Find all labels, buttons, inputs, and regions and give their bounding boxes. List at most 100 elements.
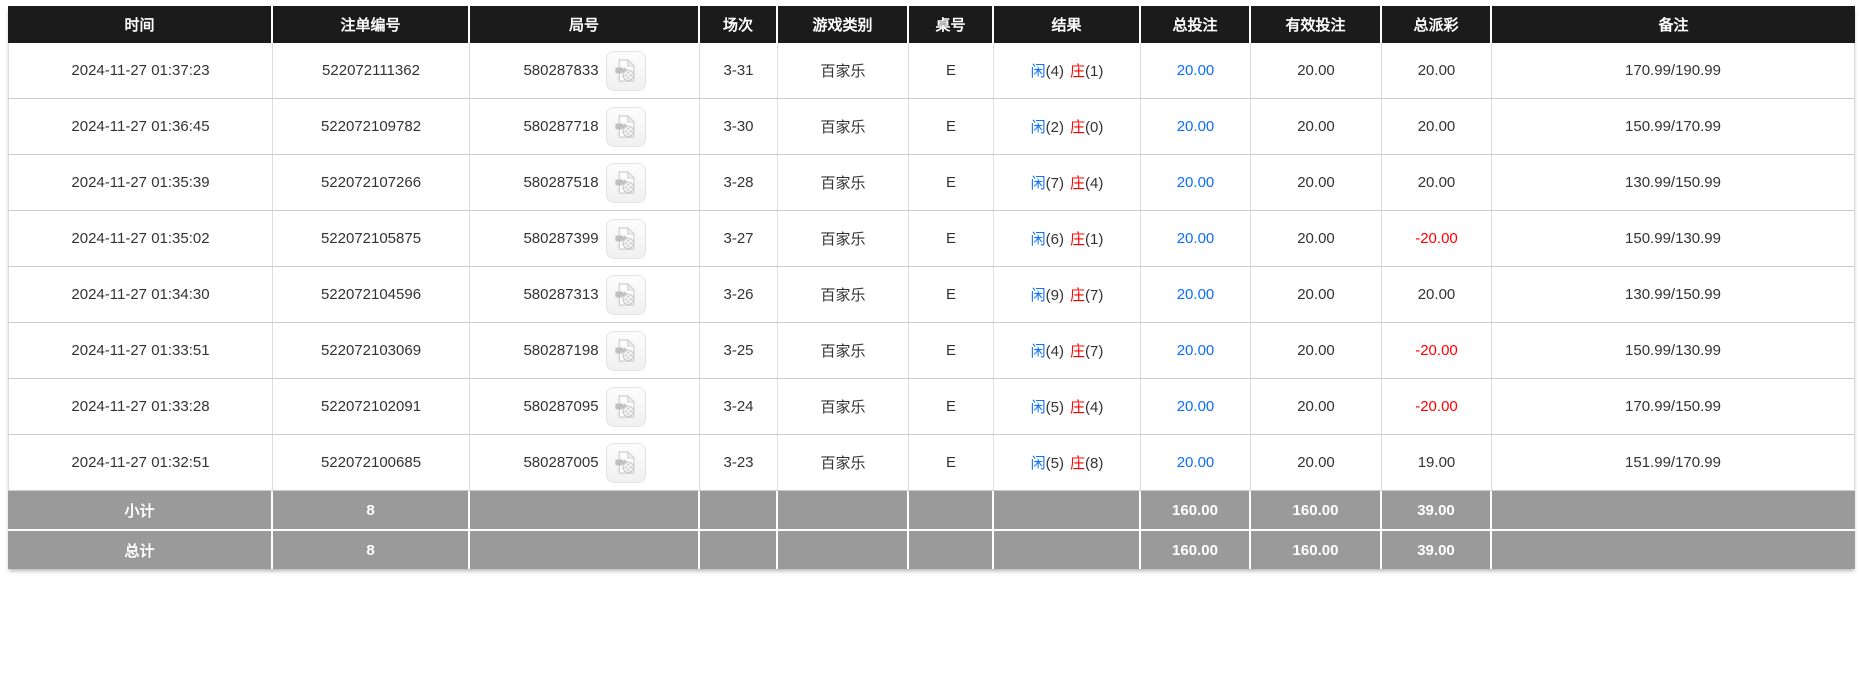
banker-result-score: (4) xyxy=(1085,175,1104,192)
empty-cell xyxy=(994,491,1141,531)
cell-valid-bet: 20.00 xyxy=(1251,267,1382,323)
empty-cell xyxy=(909,531,994,569)
cell-time: 2024-11-27 01:35:39 xyxy=(8,155,273,211)
video-replay-button[interactable] xyxy=(605,274,646,315)
cell-valid-bet: 20.00 xyxy=(1251,323,1382,379)
video-replay-icon xyxy=(615,394,636,418)
video-replay-button[interactable] xyxy=(605,106,646,147)
cell-valid-bet: 20.00 xyxy=(1251,99,1382,155)
player-result-score: (4) xyxy=(1045,343,1064,360)
cell-bet-no: 522072104596 xyxy=(273,267,470,323)
subtotal-row: 小计 8 160.00 160.00 39.00 xyxy=(8,491,1855,531)
video-replay-icon xyxy=(615,226,636,250)
total-bet-link[interactable]: 20.00 xyxy=(1176,398,1215,415)
video-replay-button[interactable] xyxy=(605,330,646,371)
total-bet-link[interactable]: 20.00 xyxy=(1176,454,1215,471)
cell-total-bet: 20.00 xyxy=(1141,323,1251,379)
payout-value: 20.00 xyxy=(1417,286,1456,303)
total-bet-link[interactable]: 20.00 xyxy=(1176,230,1215,247)
cell-bet-no: 522072109782 xyxy=(273,99,470,155)
cell-bet-no: 522072105875 xyxy=(273,211,470,267)
total-bet-link[interactable]: 20.00 xyxy=(1176,62,1215,79)
cell-result: 闲(2) 庄(0) xyxy=(994,99,1141,155)
empty-cell xyxy=(778,531,909,569)
banker-result-label: 庄 xyxy=(1070,399,1086,416)
cell-round-no: 580287718 xyxy=(470,99,700,155)
video-replay-button[interactable] xyxy=(605,442,646,483)
cell-round-no: 580287833 xyxy=(470,43,700,99)
table-row: 2024-11-27 01:36:45 522072109782 5802877… xyxy=(8,99,1855,155)
header-row: 时间 注单编号 局号 场次 游戏类别 桌号 结果 总投注 有效投注 总派彩 备注 xyxy=(8,6,1855,43)
video-replay-button[interactable] xyxy=(605,218,646,259)
video-replay-icon xyxy=(615,58,636,82)
total-bet-link[interactable]: 20.00 xyxy=(1176,174,1215,191)
table-row: 2024-11-27 01:37:23 522072111362 5802878… xyxy=(8,43,1855,99)
cell-table-no: E xyxy=(909,155,994,211)
cell-remark: 130.99/150.99 xyxy=(1492,267,1855,323)
cell-time: 2024-11-27 01:33:28 xyxy=(8,379,273,435)
total-bet-link[interactable]: 20.00 xyxy=(1176,286,1215,303)
subtotal-label: 小计 xyxy=(8,491,273,531)
banker-result-score: (8) xyxy=(1085,455,1104,472)
cell-bet-no: 522072102091 xyxy=(273,379,470,435)
video-replay-icon xyxy=(615,338,636,362)
cell-payout: 19.00 xyxy=(1382,435,1492,491)
cell-round-no: 580287313 xyxy=(470,267,700,323)
round-number: 580287198 xyxy=(523,342,599,359)
player-result-label: 闲 xyxy=(1030,119,1046,136)
banker-result-score: (7) xyxy=(1085,287,1104,304)
cell-payout: 20.00 xyxy=(1382,43,1492,99)
cell-game-type: 百家乐 xyxy=(778,379,909,435)
video-replay-button[interactable] xyxy=(605,386,646,427)
video-replay-button[interactable] xyxy=(605,162,646,203)
total-bet-link[interactable]: 20.00 xyxy=(1176,342,1215,359)
cell-result: 闲(5) 庄(8) xyxy=(994,435,1141,491)
cell-valid-bet: 20.00 xyxy=(1251,379,1382,435)
player-result-label: 闲 xyxy=(1030,343,1046,360)
cell-round-no: 580287399 xyxy=(470,211,700,267)
cell-bet-no: 522072103069 xyxy=(273,323,470,379)
player-result-score: (6) xyxy=(1045,231,1064,248)
cell-remark: 150.99/130.99 xyxy=(1492,211,1855,267)
cell-result: 闲(6) 庄(1) xyxy=(994,211,1141,267)
cell-payout: 20.00 xyxy=(1382,99,1492,155)
cell-result: 闲(7) 庄(4) xyxy=(994,155,1141,211)
cell-remark: 130.99/150.99 xyxy=(1492,155,1855,211)
banker-result-score: (7) xyxy=(1085,343,1104,360)
empty-cell xyxy=(470,531,700,569)
banker-result-score: (1) xyxy=(1085,231,1104,248)
video-replay-button[interactable] xyxy=(605,50,646,91)
table-header: 时间 注单编号 局号 场次 游戏类别 桌号 结果 总投注 有效投注 总派彩 备注 xyxy=(8,6,1855,43)
total-bet-link[interactable]: 20.00 xyxy=(1176,118,1215,135)
video-replay-icon xyxy=(615,170,636,194)
cell-table-no: E xyxy=(909,99,994,155)
subtotal-payout: 39.00 xyxy=(1382,491,1492,531)
player-result-score: (4) xyxy=(1045,63,1064,80)
banker-result-label: 庄 xyxy=(1070,63,1086,80)
player-result-label: 闲 xyxy=(1030,287,1046,304)
cell-game-type: 百家乐 xyxy=(778,323,909,379)
banker-result-score: (4) xyxy=(1085,399,1104,416)
banker-result-score: (1) xyxy=(1085,63,1104,80)
round-number: 580287399 xyxy=(523,230,599,247)
banker-result-label: 庄 xyxy=(1070,343,1086,360)
video-replay-icon xyxy=(615,450,636,474)
round-number: 580287833 xyxy=(523,62,599,79)
round-number: 580287095 xyxy=(523,398,599,415)
round-number: 580287718 xyxy=(523,118,599,135)
column-header-remark: 备注 xyxy=(1492,6,1855,43)
total-label: 总计 xyxy=(8,531,273,569)
total-count: 8 xyxy=(273,531,470,569)
banker-result-label: 庄 xyxy=(1070,231,1086,248)
player-result-score: (2) xyxy=(1045,119,1064,136)
round-number: 580287518 xyxy=(523,174,599,191)
empty-cell xyxy=(1492,491,1855,531)
total-payout: 39.00 xyxy=(1382,531,1492,569)
banker-result-label: 庄 xyxy=(1070,455,1086,472)
cell-total-bet: 20.00 xyxy=(1141,155,1251,211)
banker-result-label: 庄 xyxy=(1070,175,1086,192)
cell-payout: -20.00 xyxy=(1382,211,1492,267)
banker-result-label: 庄 xyxy=(1070,119,1086,136)
empty-cell xyxy=(700,531,778,569)
betting-records-table: 时间 注单编号 局号 场次 游戏类别 桌号 结果 总投注 有效投注 总派彩 备注… xyxy=(8,6,1855,569)
